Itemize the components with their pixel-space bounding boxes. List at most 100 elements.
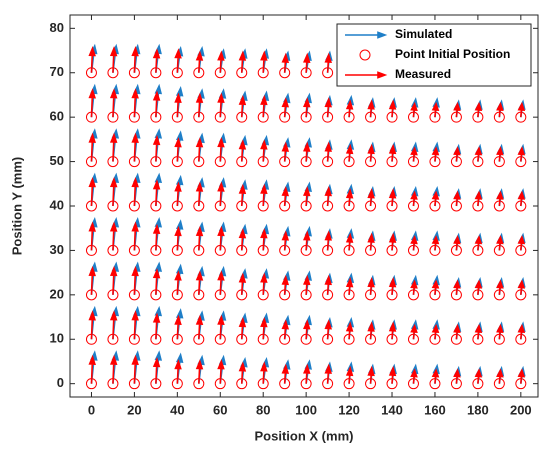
arrow [260, 361, 268, 384]
arrow [410, 101, 418, 118]
x-tick-label: 160 [424, 402, 446, 417]
arrow [152, 179, 161, 207]
arrow [345, 143, 354, 162]
y-tick-label: 40 [50, 197, 64, 212]
arrow [431, 101, 440, 118]
arrow [281, 185, 290, 207]
arrow [281, 363, 290, 384]
arrow [367, 188, 375, 207]
arrow [496, 190, 504, 207]
arrow [131, 88, 139, 118]
arrow [303, 97, 311, 118]
x-axis-label: Position X (mm) [255, 428, 354, 443]
arrow [410, 235, 418, 251]
arrow [217, 181, 225, 207]
arrow [260, 139, 268, 162]
arrow [217, 359, 225, 384]
arrow [260, 183, 268, 207]
arrow [345, 321, 354, 340]
arrow [496, 323, 504, 340]
arrow [496, 146, 504, 162]
arrow [367, 365, 375, 384]
arrow [195, 50, 204, 73]
arrow [474, 235, 483, 251]
arrow [324, 230, 332, 251]
x-tick-label: 120 [338, 402, 360, 417]
arrow [345, 365, 354, 384]
arrow [281, 319, 290, 340]
arrow [195, 92, 204, 118]
arrow [195, 181, 204, 207]
arrow [152, 268, 161, 295]
x-tick-label: 60 [213, 402, 227, 417]
arrow [388, 276, 397, 295]
arrow [195, 270, 204, 295]
arrow [174, 48, 182, 73]
arrow [260, 272, 268, 295]
arrow [388, 365, 397, 384]
legend-arrow [345, 31, 388, 39]
arrow [431, 146, 440, 162]
arrow [345, 188, 354, 207]
arrow [238, 228, 247, 251]
arrow [109, 46, 118, 73]
arrow [88, 46, 96, 73]
arrow [217, 92, 225, 118]
arrow [517, 101, 526, 118]
arrow [388, 99, 397, 118]
arrow [474, 146, 483, 162]
arrow [517, 146, 526, 162]
arrow [88, 132, 96, 162]
arrow [410, 368, 418, 384]
arrow [174, 359, 182, 384]
y-tick-label: 10 [50, 331, 64, 346]
arrow [174, 314, 182, 340]
arrow [453, 235, 461, 251]
arrow [324, 141, 332, 162]
arrow [431, 368, 440, 384]
arrow [109, 132, 118, 162]
arrow [303, 185, 311, 207]
arrow [174, 92, 182, 118]
arrow [174, 225, 182, 251]
arrow [217, 137, 225, 162]
arrow [474, 190, 483, 207]
arrow [453, 279, 461, 295]
arrow [453, 146, 461, 162]
legend-arrow [345, 71, 388, 79]
arrow [367, 321, 375, 340]
arrow [388, 232, 397, 251]
arrow [474, 323, 483, 340]
arrow [388, 143, 397, 162]
arrow [238, 361, 247, 384]
arrow [109, 221, 118, 251]
legend: Simulated Point Initial Position Measured [336, 23, 532, 87]
arrow [303, 274, 311, 295]
arrow [152, 223, 161, 251]
x-tick-label: 180 [467, 402, 489, 417]
arrow [260, 228, 268, 251]
arrow [303, 52, 311, 73]
arrow [238, 183, 247, 207]
arrow [431, 235, 440, 251]
arrow [217, 314, 225, 340]
y-tick-label: 0 [57, 375, 64, 390]
arrow [496, 235, 504, 251]
y-tick-label: 30 [50, 242, 64, 257]
arrow [195, 137, 204, 162]
arrow [109, 354, 118, 384]
arrow [174, 270, 182, 295]
arrow [131, 221, 139, 251]
arrow [367, 276, 375, 295]
y-axis-label: Position Y (mm) [9, 157, 24, 255]
x-tick-label: 100 [295, 402, 317, 417]
y-tick-label: 70 [50, 64, 64, 79]
x-tick-label: 20 [127, 402, 141, 417]
arrow [238, 272, 247, 295]
arrow [517, 190, 526, 207]
arrow [152, 356, 161, 384]
arrow [281, 141, 290, 162]
arrow [496, 101, 504, 118]
arrow [109, 265, 118, 295]
